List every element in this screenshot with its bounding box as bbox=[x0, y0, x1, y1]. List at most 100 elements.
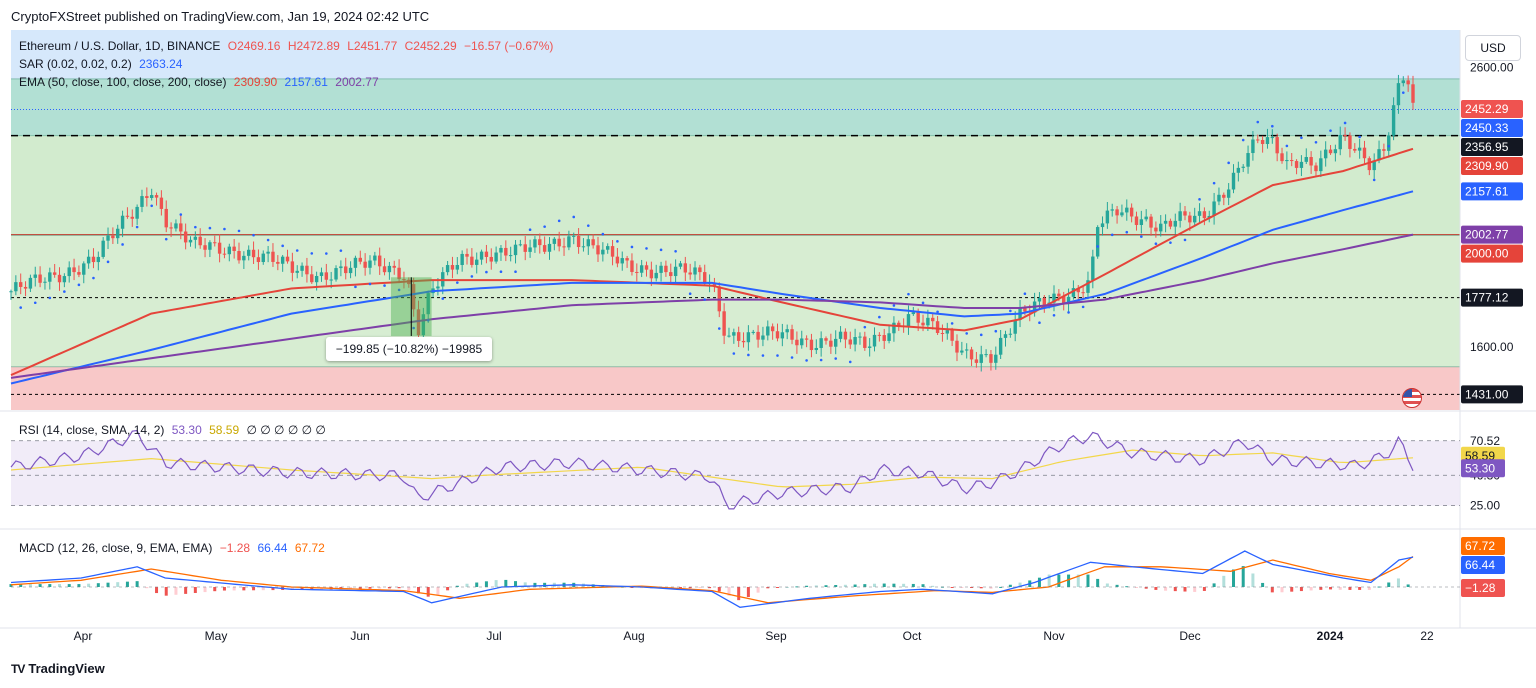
sar-dot bbox=[878, 315, 881, 319]
sar-dot bbox=[1169, 241, 1172, 244]
candle-body bbox=[251, 249, 256, 258]
candle-body bbox=[1333, 149, 1338, 154]
candle-body bbox=[1319, 158, 1323, 172]
macd-histogram-bar bbox=[1367, 587, 1371, 590]
candle-body bbox=[1192, 215, 1197, 223]
macd-histogram-bar bbox=[87, 583, 91, 587]
macd-histogram-bar bbox=[164, 587, 168, 596]
macd-value-text: 66.44 bbox=[1465, 558, 1495, 572]
sar-dot bbox=[1198, 198, 1201, 201]
sar-dot bbox=[1067, 311, 1070, 314]
macd-histogram-bar bbox=[1251, 573, 1255, 587]
macd-histogram-bar bbox=[1086, 574, 1090, 587]
macd-histogram-bar bbox=[1241, 566, 1245, 587]
candle-body bbox=[964, 349, 969, 351]
candle-body bbox=[712, 282, 717, 287]
macd-histogram-bar bbox=[1057, 574, 1061, 587]
sar-dot bbox=[645, 247, 648, 250]
macd-histogram-bar bbox=[368, 587, 372, 589]
candle-body bbox=[809, 339, 814, 351]
candle-body bbox=[659, 265, 663, 273]
candle-body bbox=[770, 326, 775, 332]
macd-histogram-bar bbox=[1299, 587, 1303, 592]
macd-histogram-bar bbox=[145, 587, 149, 589]
candle-body bbox=[310, 274, 314, 283]
price-label-text: 1777.12 bbox=[1465, 291, 1509, 305]
macd-histogram-bar bbox=[1076, 574, 1080, 587]
us-flag-icon[interactable] bbox=[1402, 388, 1422, 408]
tradingview-wordmark: TradingView bbox=[28, 661, 105, 676]
sar-dot bbox=[1387, 144, 1391, 148]
ema100-value: 2157.61 bbox=[284, 75, 328, 89]
candle-body bbox=[998, 337, 1003, 355]
candle-body bbox=[48, 272, 52, 282]
macd-histogram-bar bbox=[1396, 578, 1400, 587]
sar-dot bbox=[325, 252, 328, 255]
macd-histogram-bar bbox=[203, 587, 207, 593]
time-tick-label: Sep bbox=[765, 629, 787, 643]
macd-histogram-bar bbox=[106, 582, 110, 587]
publisher-line: CryptoFXStreet published on TradingView.… bbox=[11, 9, 430, 24]
candle-body bbox=[183, 231, 188, 243]
macd-histogram-bar bbox=[504, 579, 508, 587]
candle-body bbox=[1256, 139, 1260, 141]
tradingview-mark-icon: TV bbox=[11, 661, 25, 676]
sar-dot bbox=[761, 354, 765, 357]
candle-body bbox=[135, 206, 139, 219]
price-label-text: 2000.00 bbox=[1465, 247, 1509, 261]
macd-histogram-bar bbox=[213, 587, 217, 592]
candle-body bbox=[1110, 209, 1114, 211]
candle-body bbox=[77, 272, 81, 275]
candle-body bbox=[1246, 153, 1250, 167]
candle-body bbox=[1236, 167, 1241, 173]
candle-body bbox=[377, 255, 382, 267]
rsi-axis-label: 70.52 bbox=[1470, 434, 1500, 448]
candle-body bbox=[276, 261, 280, 264]
macd-histogram-bar bbox=[970, 587, 974, 588]
candle-body bbox=[1144, 216, 1148, 220]
sar-dot bbox=[1023, 292, 1027, 296]
macd-histogram-bar bbox=[1154, 587, 1158, 590]
rsi-band bbox=[11, 440, 1460, 506]
macd-histogram-bar bbox=[261, 587, 265, 591]
macd-histogram-bar bbox=[1018, 582, 1022, 587]
candle-body bbox=[169, 227, 173, 229]
candle-body bbox=[756, 331, 760, 340]
candle-body bbox=[1280, 153, 1284, 162]
candle-body bbox=[872, 334, 877, 347]
rsi-value-text: 58.59 bbox=[1465, 449, 1495, 463]
price-label-badge bbox=[1461, 288, 1523, 307]
candle-body bbox=[1149, 216, 1153, 228]
candle-body bbox=[804, 338, 809, 340]
candle-body bbox=[504, 247, 508, 256]
ema-line-ema100 bbox=[10, 190, 1414, 385]
candle-body bbox=[935, 321, 940, 333]
candle-body bbox=[911, 312, 916, 315]
macd-histogram-bar bbox=[58, 584, 62, 587]
currency-button[interactable]: USD bbox=[1465, 35, 1521, 61]
macd-histogram-bar bbox=[1358, 587, 1362, 590]
candle-body bbox=[203, 245, 207, 250]
candle-body bbox=[1042, 297, 1047, 306]
candle-body bbox=[979, 354, 983, 363]
macd-histogram-bar bbox=[48, 584, 52, 587]
rsi-sma-line bbox=[10, 449, 1414, 488]
sar-dot bbox=[281, 244, 284, 248]
macd-histogram-bar bbox=[698, 587, 702, 589]
candle-body bbox=[698, 267, 702, 273]
candle-body bbox=[780, 332, 785, 339]
sar-dot bbox=[907, 292, 910, 296]
macd-histogram-bar bbox=[824, 585, 828, 587]
candle-body bbox=[426, 293, 430, 315]
candle-body bbox=[1231, 172, 1236, 190]
candle-body bbox=[1159, 223, 1163, 232]
price-zone-0 bbox=[11, 78, 1460, 136]
candle-body bbox=[538, 239, 542, 246]
candle-body bbox=[974, 359, 979, 363]
sar-dot bbox=[950, 322, 954, 325]
tradingview-logo[interactable]: TV TradingView bbox=[11, 661, 105, 676]
candle-body bbox=[96, 256, 101, 263]
macd-histogram-bar bbox=[1008, 584, 1012, 587]
macd-histogram-bar bbox=[1202, 587, 1206, 591]
